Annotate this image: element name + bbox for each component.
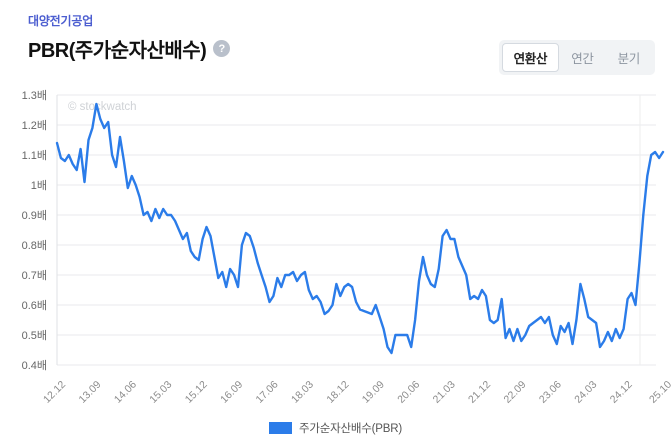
page-title: PBR(주가순자산배수)	[28, 40, 207, 62]
legend-label: 주가순자산배수(PBR)	[299, 423, 402, 435]
x-tick-label: 13.09	[76, 379, 103, 406]
x-tick-label: 24.03	[572, 379, 599, 406]
y-tick-label: 0.5배	[22, 329, 47, 342]
watermark: © stockwatch	[68, 101, 137, 113]
chart-svg: 1.3배 1.2배 1.1배 1배 0.9배 0.8배 0.7배 0.6배 0.5배 0.4배 12…	[22, 89, 671, 406]
y-tick-label: 0.7배	[22, 269, 47, 282]
x-tick-label: 23.06	[537, 379, 564, 406]
y-tick-label: 1.3배	[22, 89, 47, 102]
x-tick-label: 21.03	[431, 379, 458, 406]
tab-분기[interactable]: 분기	[617, 52, 641, 66]
x-tick-label: 16.09	[218, 379, 245, 406]
y-tick-label: 0.9배	[22, 209, 47, 222]
y-tick-label: 0.6배	[22, 299, 47, 312]
gridlines	[57, 94, 656, 366]
legend-swatch	[269, 422, 293, 434]
x-tick-label: 25.10	[647, 379, 671, 406]
y-tick-label: 0.4배	[22, 359, 47, 372]
y-tick-label: 1.2배	[22, 119, 47, 132]
period-tab-group: 연환산 연간 분기	[498, 40, 655, 75]
tab-연간[interactable]: 연간	[571, 52, 594, 66]
x-tick-label: 19.09	[360, 379, 387, 406]
x-tick-label: 14.06	[112, 379, 139, 406]
x-tick-label: 22.09	[501, 379, 528, 406]
x-tick-label: 18.03	[289, 379, 316, 406]
x-tick-label: 15.12	[183, 379, 210, 406]
x-tick-label: 12.12	[41, 379, 68, 406]
y-tick-label: 1배	[31, 179, 47, 192]
tab-연환산[interactable]: 연환산	[501, 43, 560, 72]
x-tick-label: 20.06	[395, 379, 422, 406]
x-axis-labels: 12.12 13.09 14.06 15.03 15.12 16.09 17.06 18.03…	[41, 379, 671, 406]
y-axis-labels: 1.3배 1.2배 1.1배 1배 0.9배 0.8배 0.7배 0.6배 0.5배 0.4배	[22, 89, 47, 372]
pbr-series-line	[55, 102, 665, 355]
legend-item-pbr[interactable]: 주가순자산배수(PBR)	[269, 420, 402, 436]
help-icon[interactable]: ?	[213, 40, 231, 57]
x-tick-label: 21.12	[466, 379, 493, 406]
title-row: PBR(주가순자산배수) ?	[28, 34, 231, 63]
x-tick-label: 24.12	[608, 379, 635, 406]
x-tick-label: 17.06	[254, 379, 281, 406]
chart-legend: 주가순자산배수(PBR)	[0, 420, 671, 436]
y-tick-label: 0.8배	[22, 239, 47, 252]
y-tick-label: 1.1배	[22, 149, 47, 162]
x-tick-label: 18.12	[324, 379, 351, 406]
company-name[interactable]: 대양전기공업	[28, 14, 94, 28]
x-tick-label: 15.03	[147, 379, 174, 406]
pbr-line-chart: 1.3배 1.2배 1.1배 1배 0.9배 0.8배 0.7배 0.6배 0.5배 0.4배 12…	[0, 80, 671, 420]
